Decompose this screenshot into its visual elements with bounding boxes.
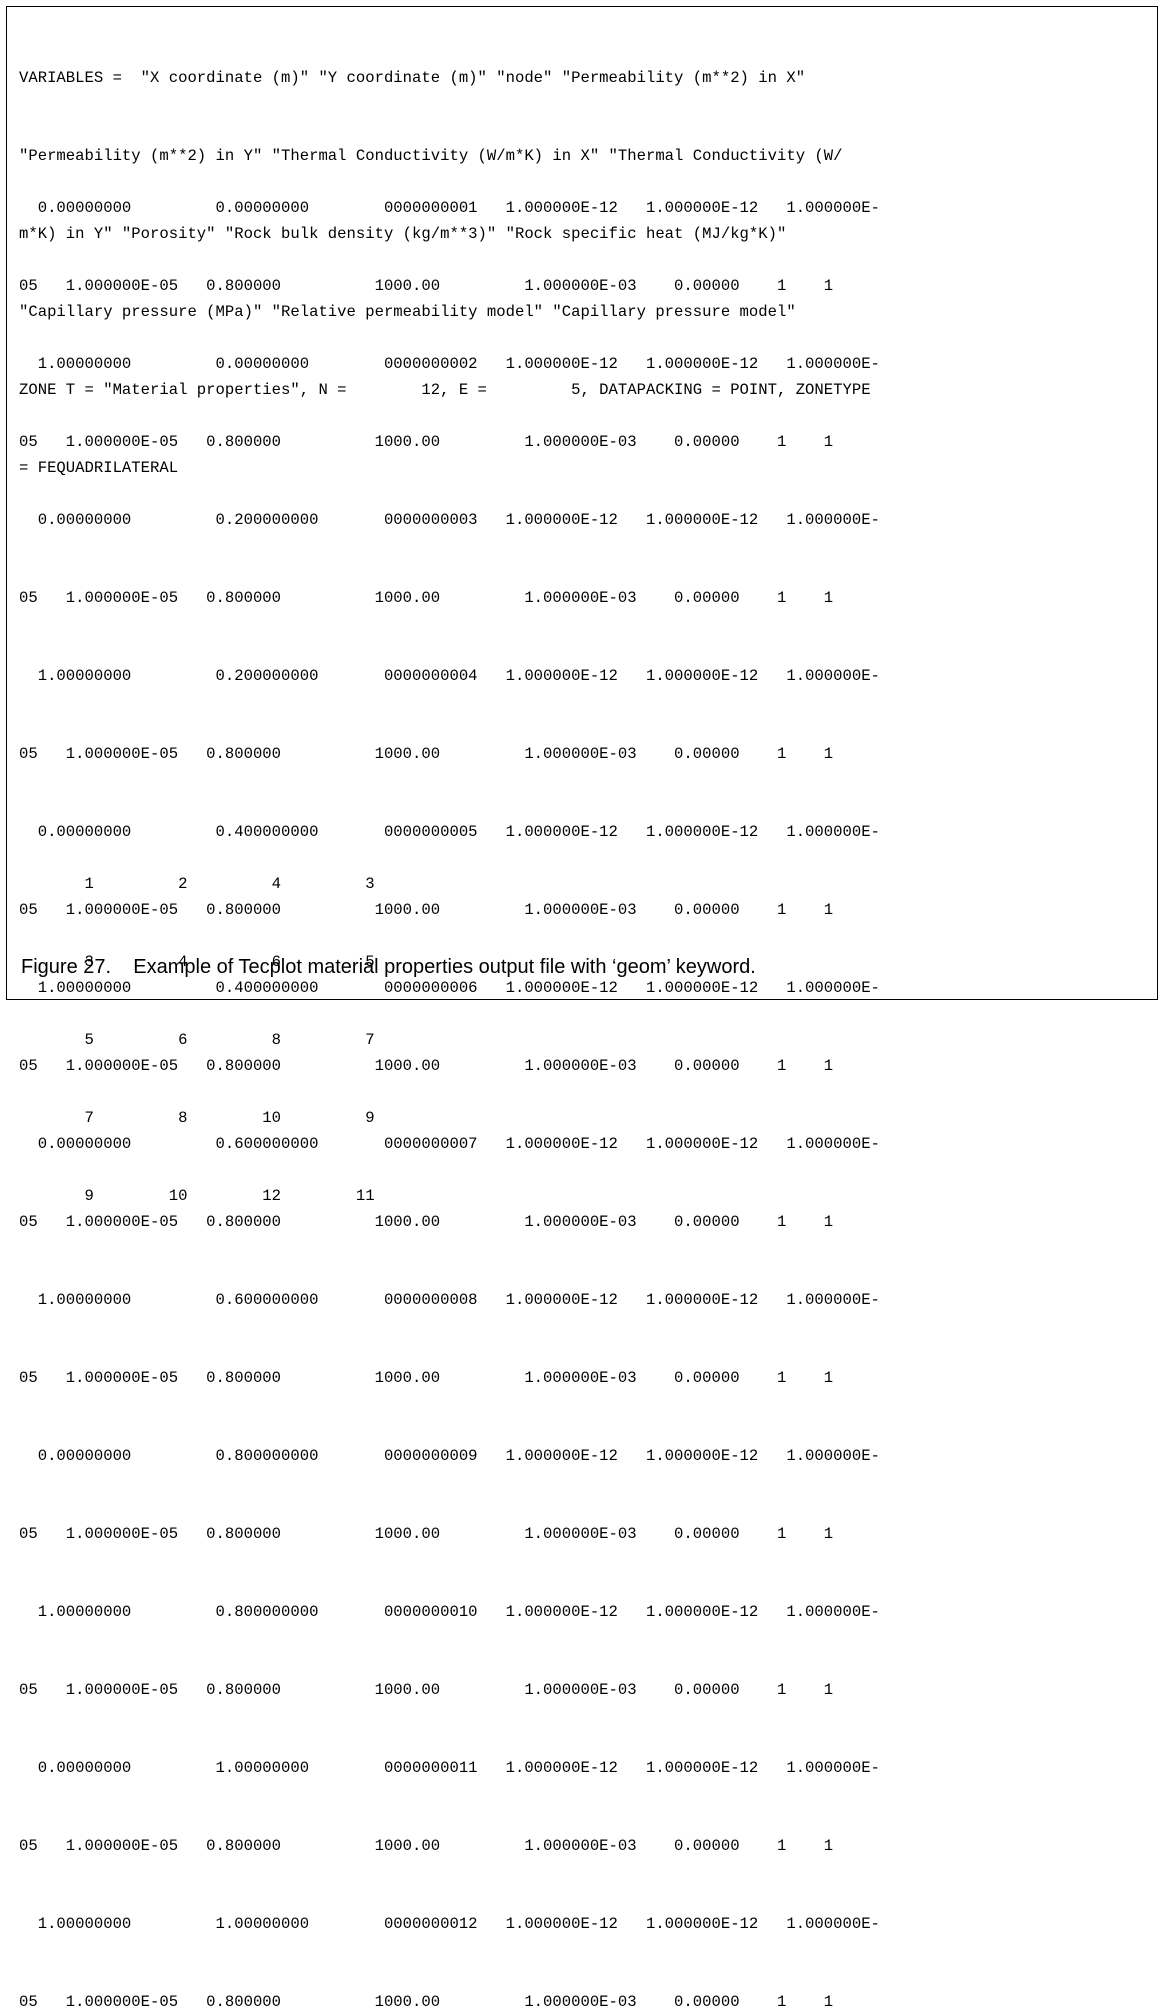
data-row-line: 0.00000000 1.00000000 0000000011 1.00000… [19, 1759, 880, 1777]
data-row-line: 05 1.000000E-05 0.800000 1000.00 1.00000… [19, 1681, 834, 1699]
data-row-line: 05 1.000000E-05 0.800000 1000.00 1.00000… [19, 901, 834, 919]
data-row-line: 1.00000000 0.800000000 0000000010 1.0000… [19, 1603, 880, 1621]
figure-frame: VARIABLES = "X coordinate (m)" "Y coordi… [6, 6, 1158, 2011]
figure-caption: Figure 27. Example of Tecplot material p… [21, 956, 756, 978]
header-line: VARIABLES = "X coordinate (m)" "Y coordi… [19, 69, 806, 87]
data-row-line: 05 1.000000E-05 0.800000 1000.00 1.00000… [19, 1837, 834, 1855]
tecplot-header: VARIABLES = "X coordinate (m)" "Y coordi… [19, 13, 871, 533]
data-row-line: 1.00000000 0.00000000 0000000002 1.00000… [19, 355, 880, 373]
data-row-line: 0.00000000 0.200000000 0000000003 1.0000… [19, 511, 880, 529]
data-row-line: 0.00000000 0.00000000 0000000001 1.00000… [19, 199, 880, 217]
data-row-line: 05 1.000000E-05 0.800000 1000.00 1.00000… [19, 1525, 834, 1543]
data-row-line: 05 1.000000E-05 0.800000 1000.00 1.00000… [19, 277, 834, 295]
connectivity-line: 9 10 12 11 [19, 1187, 375, 1205]
header-line: "Capillary pressure (MPa)" "Relative per… [19, 303, 796, 321]
data-row-line: 05 1.000000E-05 0.800000 1000.00 1.00000… [19, 1993, 834, 2011]
element-connectivity: 1 2 4 3 3 4 6 5 5 6 8 7 7 8 10 9 9 10 12 [19, 819, 375, 1261]
header-line: "Permeability (m**2) in Y" "Thermal Cond… [19, 147, 843, 165]
header-line: = FEQUADRILATERAL [19, 459, 179, 477]
data-row-line: 05 1.000000E-05 0.800000 1000.00 1.00000… [19, 745, 834, 763]
header-line: ZONE T = "Material properties", N = 12, … [19, 381, 871, 399]
data-row-line: 1.00000000 0.400000000 0000000006 1.0000… [19, 979, 880, 997]
data-row-line: 1.00000000 0.600000000 0000000008 1.0000… [19, 1291, 880, 1309]
header-line: m*K) in Y" "Porosity" "Rock bulk density… [19, 225, 787, 243]
data-row-line: 1.00000000 0.200000000 0000000004 1.0000… [19, 667, 880, 685]
connectivity-line: 5 6 8 7 [19, 1031, 375, 1049]
data-row-line: 05 1.000000E-05 0.800000 1000.00 1.00000… [19, 589, 834, 607]
data-row-line: 05 1.000000E-05 0.800000 1000.00 1.00000… [19, 1369, 834, 1387]
connectivity-line: 7 8 10 9 [19, 1109, 375, 1127]
data-row-line: 1.00000000 1.00000000 0000000012 1.00000… [19, 1915, 880, 1933]
connectivity-line: 1 2 4 3 [19, 875, 375, 893]
data-row-line: 0.00000000 0.800000000 0000000009 1.0000… [19, 1447, 880, 1465]
data-row-line: 0.00000000 0.400000000 0000000005 1.0000… [19, 823, 880, 841]
data-row-line: 05 1.000000E-05 0.800000 1000.00 1.00000… [19, 433, 834, 451]
connectivity-line: 3 4 6 5 [19, 953, 375, 971]
